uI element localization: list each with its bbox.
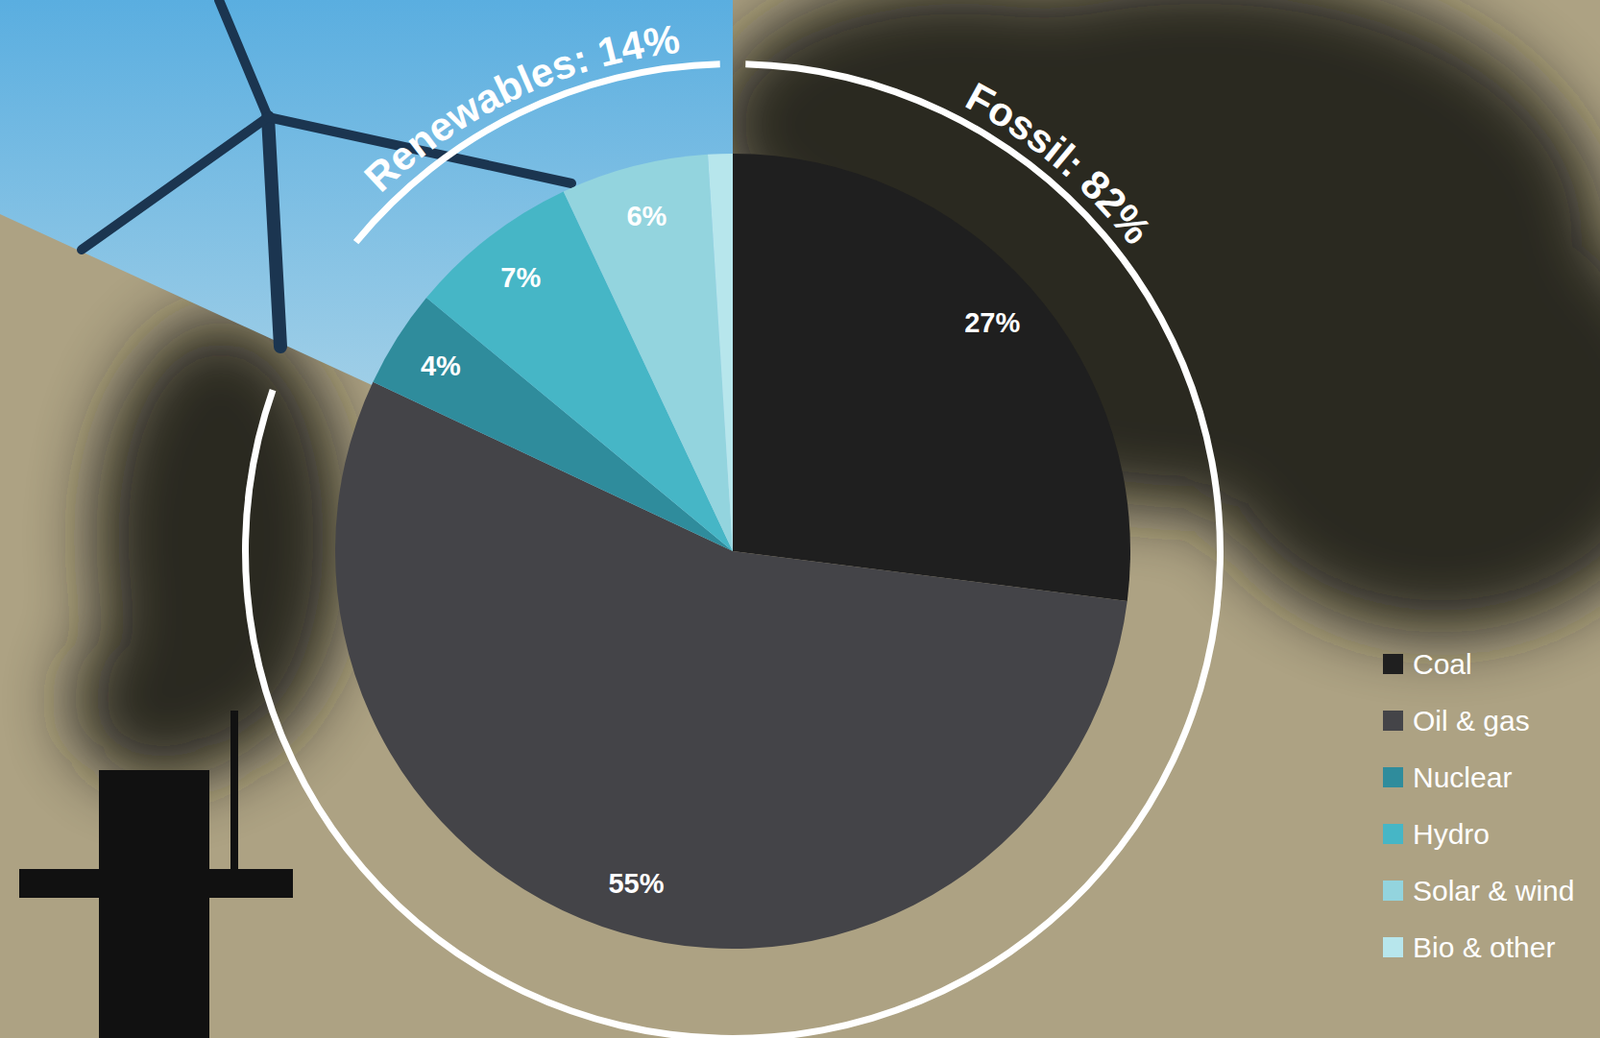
html-text:Oil & gas: Oil & gas [1412,704,1530,737]
html-text:Solar & wind: Solar & wind [1412,874,1575,907]
html-text:Bio & other: Bio & other [1412,931,1556,963]
html-text:Coal: Coal [1412,647,1472,680]
svg-text:Fossil: 82%: Fossil: 82% [958,73,1161,253]
svg-text:Renewables: 14%: Renewables: 14% [355,16,682,201]
html-text:Hydro: Hydro [1412,817,1490,850]
svg-text:27%: 27% [964,307,1020,339]
svg-text:55%: 55% [607,868,664,899]
html-text:Nuclear: Nuclear [1412,761,1513,793]
svg-text:7%: 7% [500,262,541,293]
svg-text:4%: 4% [420,350,461,382]
svg-text:6%: 6% [626,200,667,232]
